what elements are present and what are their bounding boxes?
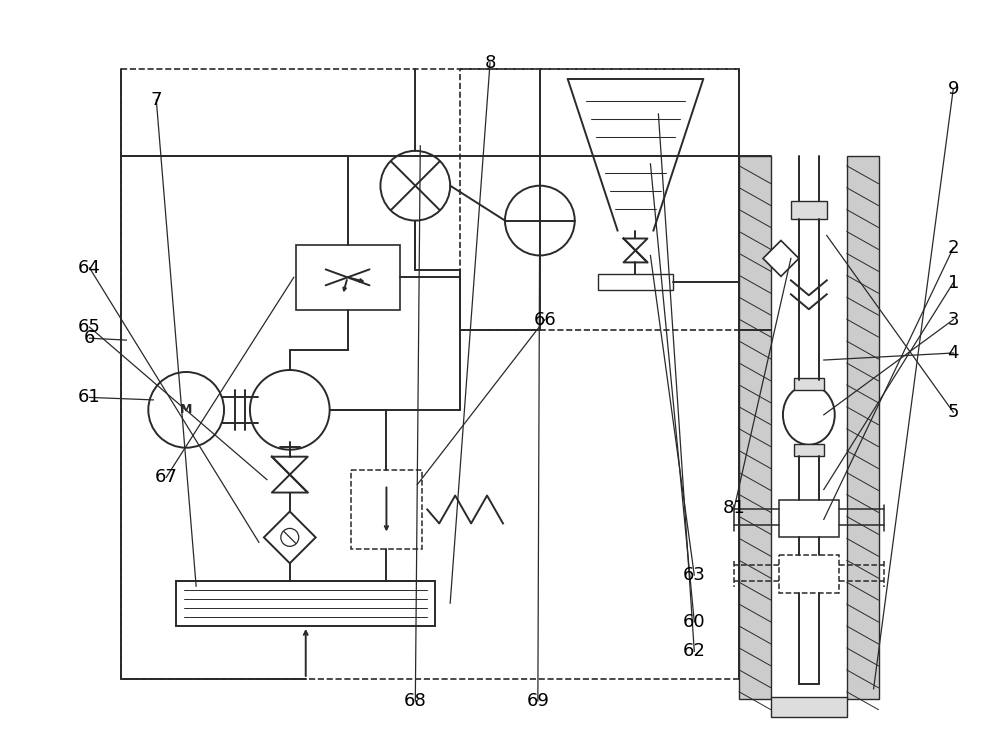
Polygon shape [264,511,316,563]
Circle shape [380,151,450,221]
Bar [598,274,673,291]
Bar [460,69,739,330]
Bar [296,245,400,311]
Text: 5: 5 [948,403,959,421]
Bar [794,444,824,455]
Text: 61: 61 [78,389,101,406]
Bar [771,697,847,717]
Text: 7: 7 [151,91,162,108]
Bar [794,378,824,390]
Text: 4: 4 [948,344,959,362]
Circle shape [250,370,330,450]
Text: 1: 1 [948,273,959,292]
Circle shape [281,528,299,546]
Text: 69: 69 [526,692,549,710]
Bar [779,555,839,593]
Text: M: M [180,403,192,416]
Text: 66: 66 [533,311,556,328]
Text: 64: 64 [78,259,101,277]
Text: 62: 62 [683,642,706,661]
Text: 8: 8 [484,53,496,72]
Text: 6: 6 [84,329,95,347]
Circle shape [505,186,575,256]
Text: 68: 68 [404,692,427,710]
Bar [351,470,422,549]
Polygon shape [763,241,799,276]
Bar [779,499,839,537]
Bar [791,201,827,218]
Text: 63: 63 [683,566,706,584]
Bar [847,156,879,698]
Bar [176,581,435,626]
Bar [121,69,739,679]
Ellipse shape [783,385,835,445]
Text: 2: 2 [948,239,959,257]
Text: 65: 65 [78,318,101,336]
Text: 60: 60 [683,613,706,631]
Text: 3: 3 [948,311,959,328]
Text: 9: 9 [948,80,959,98]
Bar [739,156,771,698]
Text: 67: 67 [155,468,178,487]
Text: 81: 81 [723,499,745,517]
Circle shape [148,372,224,448]
